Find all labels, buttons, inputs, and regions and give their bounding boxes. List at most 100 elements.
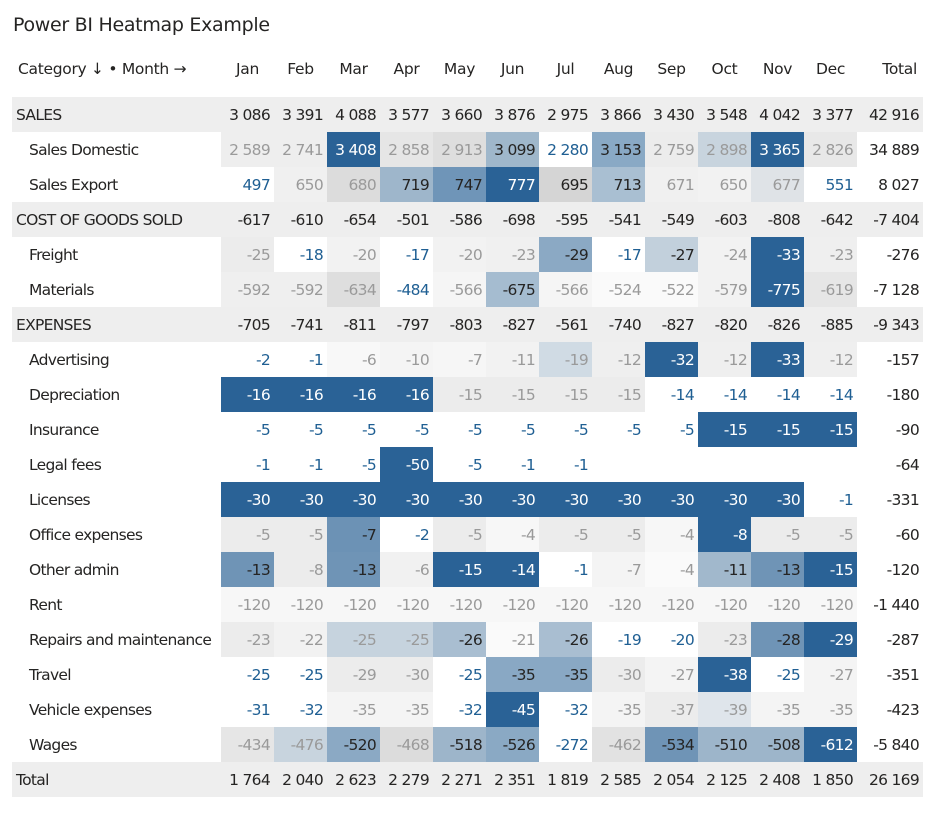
value-cell[interactable]: -603 — [698, 202, 751, 237]
value-cell[interactable]: 2 623 — [327, 762, 380, 797]
value-cell[interactable]: -35 — [751, 692, 804, 727]
value-cell[interactable]: -30 — [380, 657, 433, 692]
value-cell[interactable]: 3 377 — [804, 97, 857, 132]
value-cell[interactable]: -5 — [645, 412, 698, 447]
value-cell[interactable]: 680 — [327, 167, 380, 202]
value-cell[interactable]: -1 — [486, 447, 539, 482]
value-cell[interactable]: -2 — [221, 342, 274, 377]
row-total-cell[interactable]: 34 889 — [868, 140, 920, 159]
value-cell[interactable]: -120 — [698, 587, 751, 622]
value-cell[interactable]: -22 — [274, 622, 327, 657]
value-cell[interactable]: -14 — [804, 377, 857, 412]
row-label[interactable]: Depreciation — [29, 385, 120, 404]
value-cell[interactable]: -15 — [539, 377, 592, 412]
value-cell[interactable]: -775 — [751, 272, 804, 307]
value-cell[interactable]: -120 — [645, 587, 698, 622]
row-total-cell[interactable]: -9 343 — [857, 307, 923, 342]
value-cell[interactable]: 3 876 — [486, 97, 539, 132]
value-cell[interactable]: 3 391 — [274, 97, 327, 132]
value-cell[interactable]: -50 — [380, 447, 433, 482]
value-cell[interactable] — [751, 447, 804, 482]
value-cell[interactable]: -20 — [645, 622, 698, 657]
value-cell[interactable]: -12 — [592, 342, 645, 377]
value-cell[interactable]: 2 759 — [645, 132, 698, 167]
value-cell[interactable]: -740 — [592, 307, 645, 342]
value-cell[interactable]: -524 — [592, 272, 645, 307]
value-cell[interactable]: 2 351 — [486, 762, 539, 797]
row-total-cell[interactable]: -7 128 — [873, 280, 919, 299]
month-header[interactable]: May — [443, 60, 476, 78]
value-cell[interactable]: -11 — [486, 342, 539, 377]
value-cell[interactable]: 2 054 — [645, 762, 698, 797]
value-cell[interactable]: -18 — [274, 237, 327, 272]
value-cell[interactable]: -522 — [645, 272, 698, 307]
value-cell[interactable]: -561 — [539, 307, 592, 342]
value-cell[interactable]: 3 408 — [327, 132, 380, 167]
row-total-cell[interactable]: -180 — [886, 385, 920, 404]
value-cell[interactable]: 2 280 — [539, 132, 592, 167]
value-cell[interactable]: -25 — [327, 622, 380, 657]
value-cell[interactable]: -272 — [539, 727, 592, 762]
value-cell[interactable]: -8 — [274, 552, 327, 587]
value-cell[interactable]: 695 — [539, 167, 592, 202]
value-cell[interactable]: -20 — [433, 237, 486, 272]
value-cell[interactable]: -30 — [539, 482, 592, 517]
value-cell[interactable]: -23 — [804, 237, 857, 272]
value-cell[interactable]: -35 — [486, 657, 539, 692]
row-label[interactable]: Licenses — [29, 490, 91, 509]
value-cell[interactable]: -25 — [433, 657, 486, 692]
value-cell[interactable]: -120 — [486, 587, 539, 622]
value-cell[interactable]: -5 — [274, 412, 327, 447]
value-cell[interactable]: -579 — [698, 272, 751, 307]
value-cell[interactable]: -30 — [645, 482, 698, 517]
value-cell[interactable]: -698 — [486, 202, 539, 237]
row-label[interactable]: Repairs and maintenance — [29, 630, 212, 649]
value-cell[interactable]: -35 — [804, 692, 857, 727]
value-cell[interactable]: -7 — [433, 342, 486, 377]
value-cell[interactable]: -33 — [751, 237, 804, 272]
value-cell[interactable]: -45 — [486, 692, 539, 727]
value-cell[interactable]: -20 — [327, 237, 380, 272]
value-cell[interactable]: -29 — [327, 657, 380, 692]
row-label[interactable]: Legal fees — [29, 455, 102, 474]
value-cell[interactable]: -1 — [221, 447, 274, 482]
value-cell[interactable]: -29 — [804, 622, 857, 657]
value-cell[interactable]: 551 — [804, 167, 857, 202]
value-cell[interactable]: -13 — [751, 552, 804, 587]
value-cell[interactable]: -31 — [221, 692, 274, 727]
value-cell[interactable] — [804, 447, 857, 482]
value-cell[interactable]: -35 — [592, 692, 645, 727]
value-cell[interactable]: -634 — [327, 272, 380, 307]
value-cell[interactable]: -797 — [380, 307, 433, 342]
value-cell[interactable]: -549 — [645, 202, 698, 237]
value-cell[interactable]: -5 — [221, 517, 274, 552]
row-label[interactable]: Rent — [29, 595, 62, 614]
value-cell[interactable]: -811 — [327, 307, 380, 342]
value-cell[interactable]: -803 — [433, 307, 486, 342]
value-cell[interactable]: -705 — [221, 307, 274, 342]
value-cell[interactable]: -38 — [698, 657, 751, 692]
value-cell[interactable]: -1 — [539, 447, 592, 482]
month-header[interactable]: Sep — [657, 60, 686, 78]
category-month-header[interactable]: Category ↓ • Month → — [18, 60, 187, 78]
value-cell[interactable]: -15 — [751, 412, 804, 447]
value-cell[interactable]: 4 088 — [327, 97, 380, 132]
value-cell[interactable]: -32 — [274, 692, 327, 727]
value-cell[interactable]: -592 — [274, 272, 327, 307]
month-header[interactable]: Dec — [815, 60, 846, 78]
row-total-cell[interactable]: -287 — [886, 630, 920, 649]
value-cell[interactable]: 2 408 — [751, 762, 804, 797]
month-header[interactable]: Oct — [711, 60, 738, 78]
value-cell[interactable]: -16 — [274, 377, 327, 412]
value-cell[interactable]: -17 — [592, 237, 645, 272]
value-cell[interactable]: 650 — [698, 167, 751, 202]
value-cell[interactable]: -5 — [433, 517, 486, 552]
value-cell[interactable]: -15 — [804, 412, 857, 447]
row-label[interactable]: Freight — [29, 245, 78, 264]
value-cell[interactable]: -15 — [698, 412, 751, 447]
value-cell[interactable]: 1 819 — [539, 762, 592, 797]
value-cell[interactable]: 3 660 — [433, 97, 486, 132]
value-cell[interactable]: -25 — [274, 657, 327, 692]
value-cell[interactable]: -4 — [486, 517, 539, 552]
value-cell[interactable]: -120 — [539, 587, 592, 622]
